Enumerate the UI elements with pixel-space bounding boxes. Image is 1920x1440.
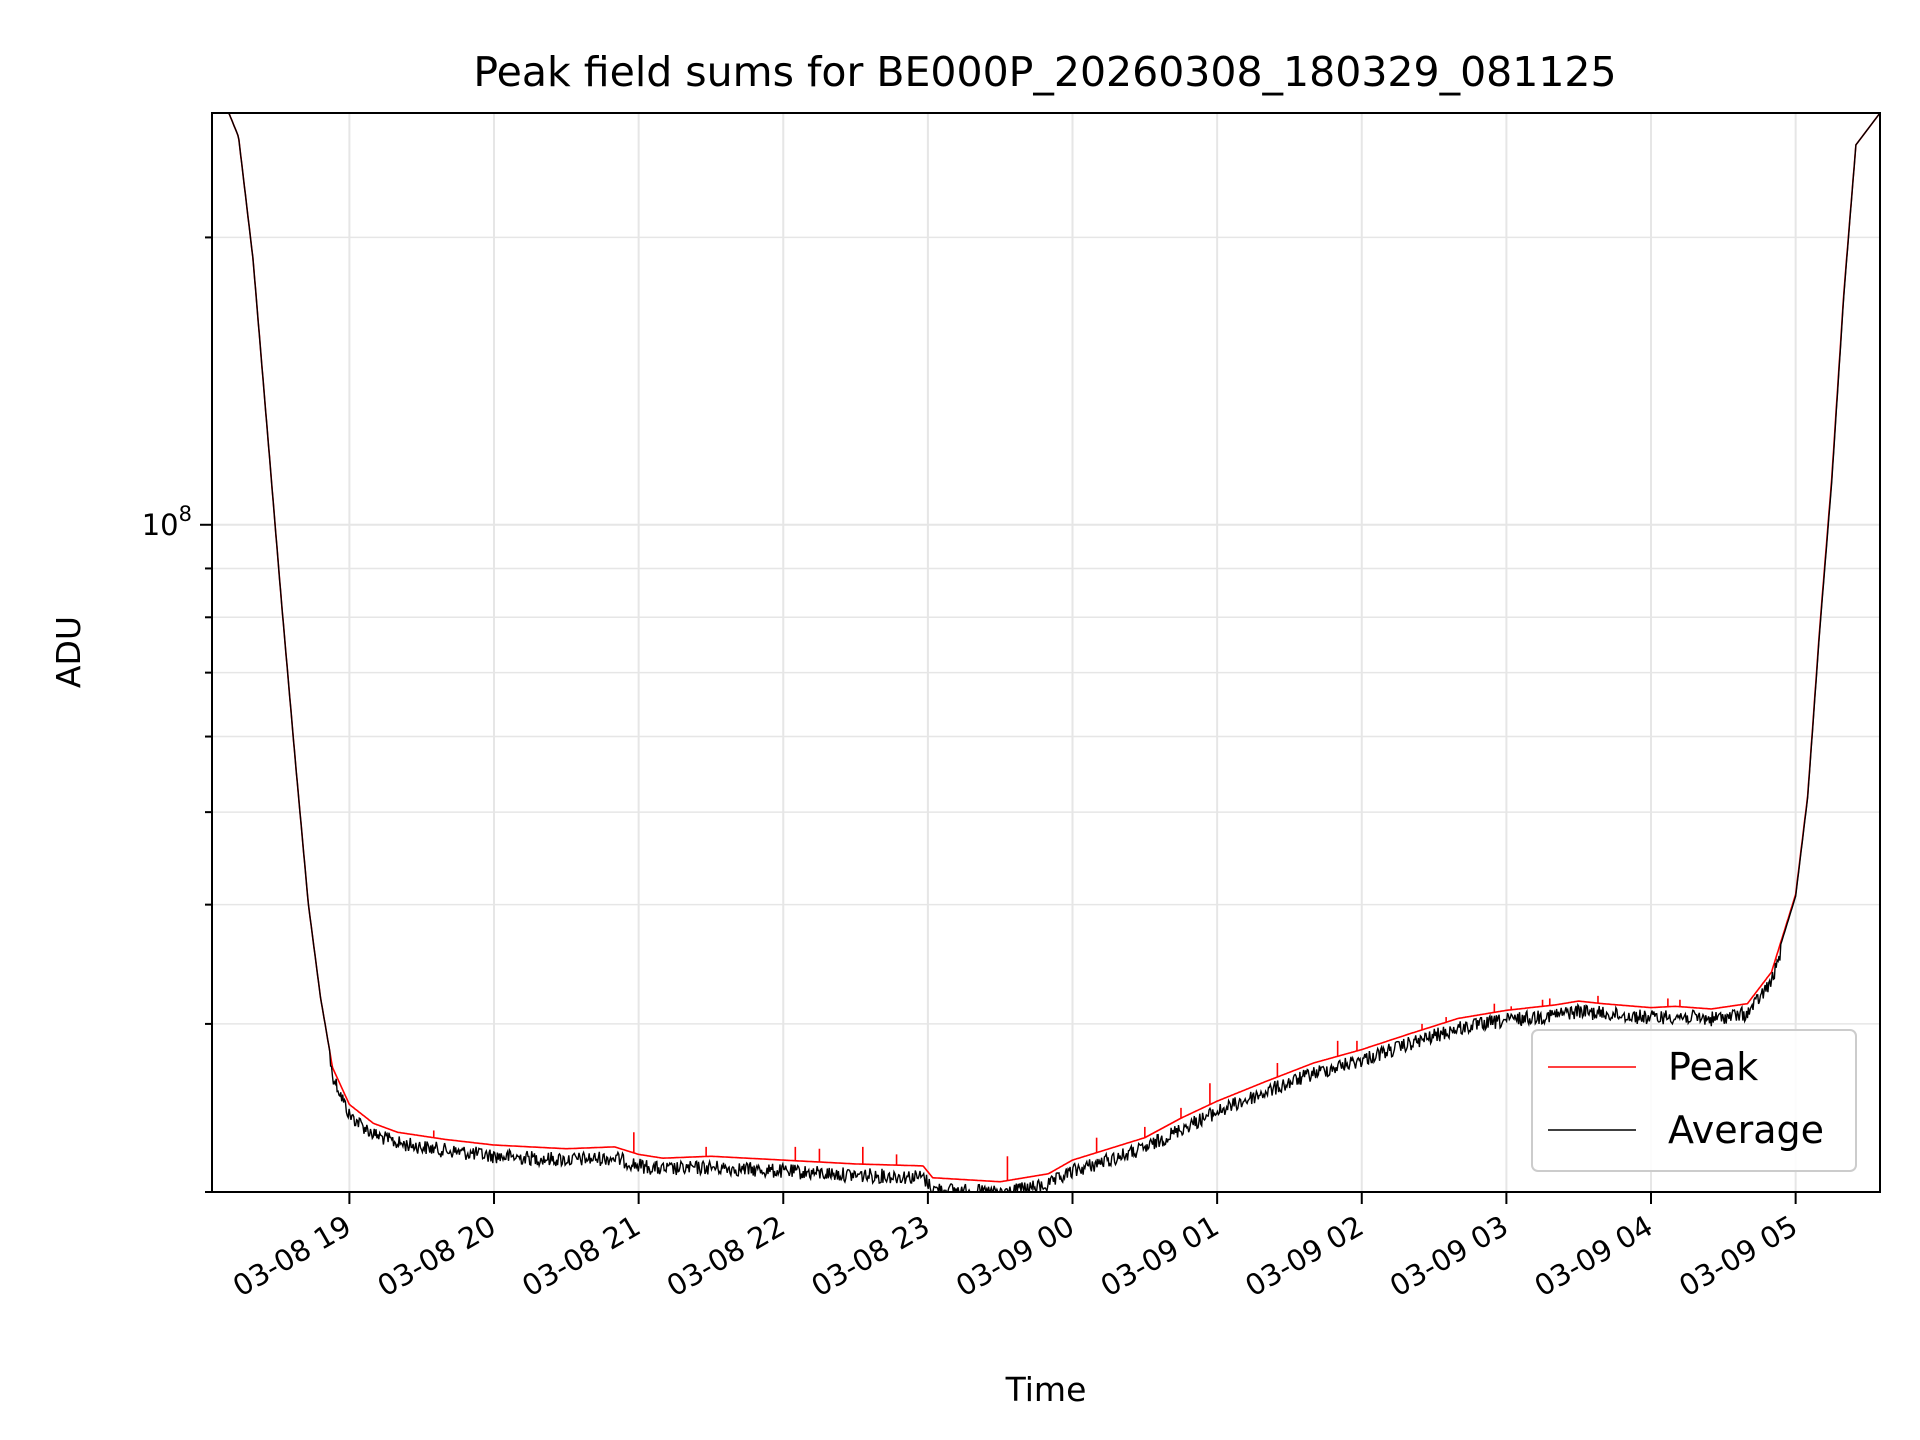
series-average-line xyxy=(212,113,1880,1192)
y-axis-title: ADU xyxy=(49,616,88,688)
grid xyxy=(212,113,1880,1193)
plot-frame xyxy=(211,112,1881,1193)
legend: Peak Average xyxy=(1531,1029,1857,1172)
y-axis: 108 xyxy=(142,236,212,1193)
legend-box xyxy=(1531,1029,1857,1172)
chart-title: Peak field sums for BE000P_20260308_1803… xyxy=(473,48,1616,96)
legend-peak-label: Peak xyxy=(1668,1045,1758,1089)
x-axis-title: Time xyxy=(1005,1370,1087,1409)
series-layer xyxy=(212,113,1880,1192)
y-tick-label: 108 xyxy=(142,502,192,542)
legend-average-label: Average xyxy=(1668,1108,1824,1152)
series-peak-line xyxy=(212,113,1880,1183)
